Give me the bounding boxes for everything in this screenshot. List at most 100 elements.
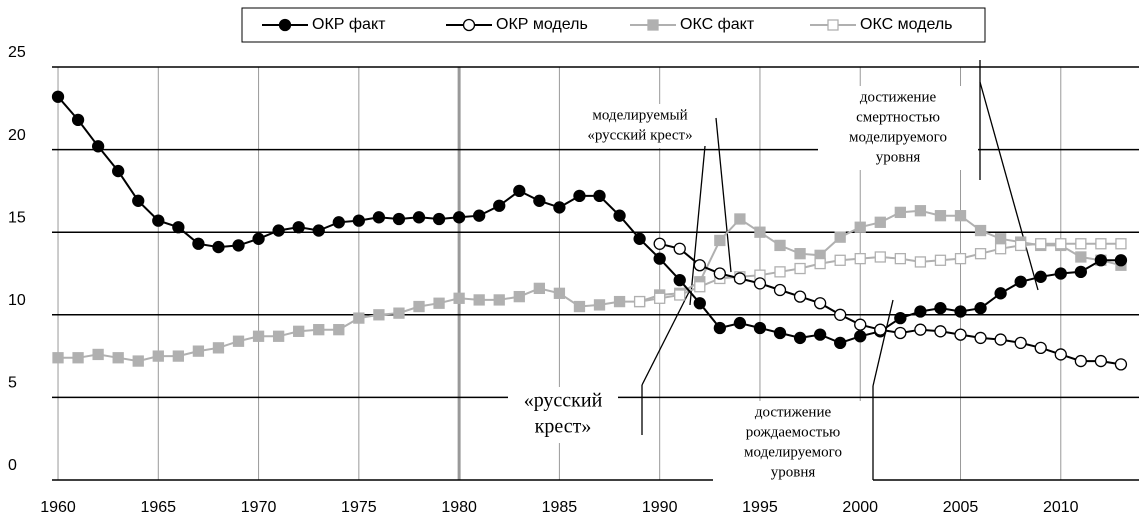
point (1114, 254, 1128, 267)
annotation: моделируемого (744, 444, 842, 460)
point (513, 290, 525, 303)
point (1014, 336, 1027, 350)
point (1114, 358, 1128, 371)
point (452, 211, 466, 224)
point (673, 242, 686, 255)
annotation: «русский (524, 390, 603, 412)
y-tick-label: 0 (8, 457, 17, 474)
point (773, 283, 787, 297)
point (293, 325, 305, 337)
point (1095, 238, 1107, 250)
point (353, 312, 365, 324)
point (1034, 341, 1047, 354)
x-tick-label: 2005 (943, 499, 979, 516)
point (994, 243, 1007, 255)
point (653, 237, 666, 250)
point (994, 333, 1007, 346)
point (1075, 238, 1087, 250)
point (974, 224, 987, 237)
point (473, 294, 485, 306)
annotation: уровня (876, 149, 921, 165)
point (152, 214, 165, 227)
point (51, 90, 65, 103)
point (894, 326, 907, 340)
y-tick-label: 15 (8, 209, 26, 226)
annotation: моделируемый (592, 107, 687, 123)
point (412, 211, 426, 224)
annotation: моделируемого (849, 129, 947, 145)
point (112, 352, 124, 364)
x-tick-label: 1980 (441, 499, 477, 516)
point (473, 209, 486, 222)
point (934, 254, 947, 266)
point (433, 297, 445, 309)
annotation: достижение (860, 89, 937, 105)
x-tick-label: 1960 (40, 499, 76, 516)
point (1055, 238, 1067, 250)
point (533, 282, 545, 295)
point (954, 252, 967, 265)
point (874, 216, 886, 228)
point (132, 355, 144, 367)
point (693, 259, 706, 272)
point (272, 224, 285, 237)
pointer-line (715, 117, 732, 273)
point (613, 295, 626, 308)
y-tick-label: 25 (8, 44, 26, 61)
y-tick-label: 10 (8, 292, 26, 309)
point (854, 252, 866, 265)
point (633, 232, 646, 245)
annotation-bg (565, 104, 715, 148)
point (914, 305, 927, 318)
legend-label: ОКР модель (496, 16, 588, 33)
point (252, 232, 265, 245)
point (794, 248, 806, 260)
point (172, 221, 185, 234)
point (192, 237, 205, 250)
pointer-line (872, 299, 894, 387)
point (1074, 265, 1087, 278)
pointer-line (689, 145, 706, 306)
point (834, 231, 846, 243)
point (272, 330, 285, 342)
y-tick-label: 5 (8, 375, 17, 392)
annotation-bg (818, 86, 978, 170)
point (332, 216, 345, 229)
point (834, 308, 847, 321)
point (974, 302, 987, 315)
x-tick-label: 1990 (642, 499, 678, 516)
point (734, 213, 746, 225)
point (373, 309, 385, 321)
point (994, 233, 1007, 245)
point (573, 300, 586, 313)
point (312, 224, 325, 237)
annotation: крест» (535, 416, 592, 438)
point (834, 336, 847, 350)
point (974, 331, 987, 345)
legend-marker (827, 19, 839, 31)
point (352, 214, 365, 227)
point (553, 287, 566, 299)
point (172, 350, 184, 362)
point (91, 140, 105, 153)
annotation: уровня (771, 464, 816, 480)
point (573, 189, 586, 203)
point (313, 324, 325, 336)
annotation-bg (508, 387, 618, 443)
point (794, 262, 806, 275)
point (834, 254, 846, 266)
annotation: «русский крест» (587, 127, 692, 143)
point (1074, 354, 1087, 368)
point (1015, 239, 1027, 252)
point (934, 210, 947, 222)
legend-box (241, 7, 986, 43)
point (774, 266, 786, 278)
legend-marker (278, 18, 292, 32)
annotation: рождаемостью (746, 424, 841, 440)
point (152, 350, 164, 362)
point (1034, 270, 1047, 283)
point (1054, 348, 1067, 361)
point (693, 297, 706, 310)
x-tick-label: 1970 (241, 499, 277, 516)
annotation: достижение (755, 404, 832, 420)
